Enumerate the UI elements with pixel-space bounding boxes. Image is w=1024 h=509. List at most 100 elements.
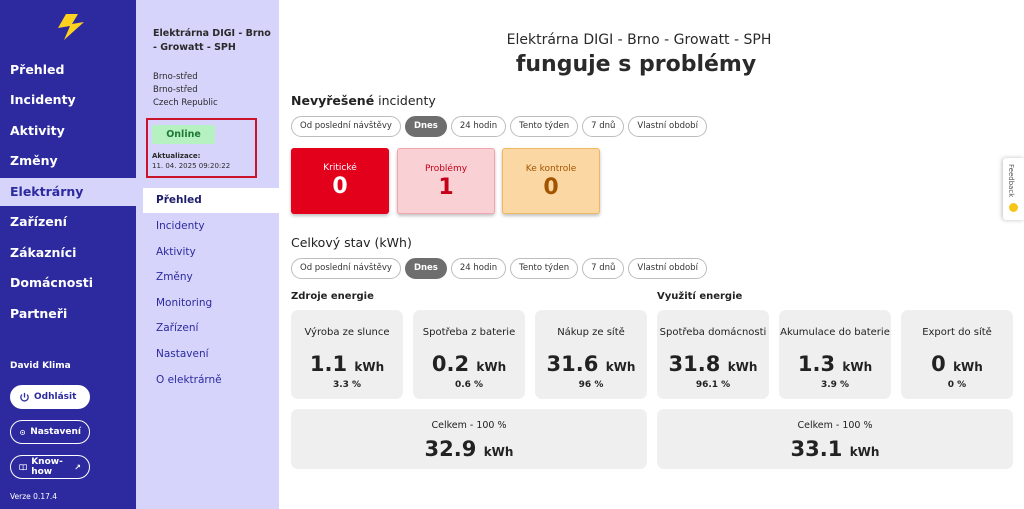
app-version: Verze 0.17.4 [10,492,58,501]
status-highlight-box [146,118,257,178]
incidents-title-rest: incidenty [374,93,436,108]
subnav-overview[interactable]: Přehled [143,188,279,213]
status-badge: Online [152,125,215,144]
settings-button[interactable]: Nastavení [10,420,90,444]
critical-count: 0 [332,174,348,199]
page-title: Elektrárna DIGI - Brno - Growatt - SPH [506,32,772,48]
incidents-filter-this-week[interactable]: Tento týden [510,116,579,137]
stat-unit: kWh [605,360,636,374]
main-content: Elektrárna DIGI - Brno - Growatt - SPH f… [279,0,1024,509]
gear-icon [20,429,26,435]
stat-percent: 3.9 % [820,380,850,390]
incidents-filter-24h[interactable]: 24 hodin [450,116,507,137]
logout-button[interactable]: Odhlásit [10,385,90,409]
subnav-changes[interactable]: Změny [156,271,193,283]
incidents-filter-7-days[interactable]: 7 dnů [582,116,625,137]
energy-filter-this-week[interactable]: Tento týden [510,258,579,279]
incident-card-review[interactable]: Ke kontrole 0 [502,148,600,214]
energy-usage-title: Využití energie [657,291,743,302]
incident-card-critical[interactable]: Kritické 0 [291,148,389,214]
review-label: Ke kontrole [525,164,577,174]
energy-filter-24h[interactable]: 24 hodin [450,258,507,279]
total-sources-value: 32.9 [424,437,477,461]
energy-sources-title: Zdroje energie [291,291,374,302]
total-sources-unit: kWh [483,445,514,459]
stat-unit: kWh [476,360,507,374]
subnav-devices[interactable]: Zařízení [156,322,199,334]
energy-filter-since-last-visit[interactable]: Od poslední návštěvy [291,258,401,279]
energy-section-title: Celkový stav (kWh) [291,235,412,250]
stat-card-battery-accumulation: Akumulace do baterie 1.3 kWh 3.9 % [779,310,891,399]
stat-percent: 0 % [947,380,967,390]
stat-card-grid-export: Export do sítě 0 kWh 0 % [901,310,1013,399]
feedback-label: Feedback [1007,164,1015,198]
lightning-logo-icon[interactable] [54,14,88,40]
stat-percent: 96.1 % [695,380,731,390]
power-icon [20,392,29,402]
stat-label: Spotřeba domácnosti [659,327,767,338]
subnav-activities[interactable]: Aktivity [156,246,196,258]
incident-card-problems[interactable]: Problémy 1 [397,148,495,214]
stat-label: Výroba ze slunce [304,327,390,338]
nav-item-households[interactable]: Domácnosti [10,275,94,290]
energy-filter-7-days[interactable]: 7 dnů [582,258,625,279]
plant-subnavigation: Elektrárna DIGI - Brno - Growatt - SPH B… [136,0,279,509]
stat-unit: kWh [953,360,983,374]
main-navigation: Přehled Incidenty Aktivity Změny Elektrá… [0,0,136,509]
subnav-settings[interactable]: Nastavení [156,348,209,360]
stat-value: 0 [931,352,946,376]
nav-item-devices[interactable]: Zařízení [10,214,67,229]
user-name: David Klima [10,361,71,371]
stat-percent: 0.6 % [454,380,484,390]
energy-period-filter: Od poslední návštěvy Dnes 24 hodin Tento… [291,258,707,279]
stat-value: 31.8 [668,352,721,376]
stat-label: Export do sítě [922,327,992,338]
stat-percent: 96 % [578,380,604,390]
stat-label: Akumulace do baterie [780,327,890,338]
energy-filter-custom[interactable]: Vlastní období [628,258,707,279]
book-icon [19,463,27,470]
incidents-filter-since-last-visit[interactable]: Od poslední návštěvy [291,116,401,137]
knowhow-button[interactable]: Know-how ↗ [10,455,90,479]
nav-item-plants[interactable]: Elektrárny [0,178,136,206]
total-sources-card: Celkem - 100 % 32.9 kWh [291,409,647,469]
problems-label: Problémy [424,164,468,174]
nav-item-incidents[interactable]: Incidenty [10,92,76,107]
incidents-filter-today[interactable]: Dnes [404,116,447,137]
nav-item-overview[interactable]: Přehled [10,62,65,77]
energy-filter-today[interactable]: Dnes [404,258,447,279]
critical-label: Kritické [323,163,357,173]
logout-label: Odhlásit [34,392,77,402]
stat-card-solar-production: Výroba ze slunce 1.1 kWh 3.3 % [291,310,403,399]
stat-percent: 3.3 % [332,380,362,390]
review-count: 0 [543,175,559,200]
nav-item-activities[interactable]: Aktivity [10,123,65,138]
total-usage-label: Celkem - 100 % [797,420,873,431]
plant-status-heading: funguje s problémy [515,52,757,77]
incidents-title-bold: Nevyřešené [291,93,375,108]
knowhow-label: Know-how [31,457,63,477]
stat-unit: kWh [727,360,758,374]
updated-label: Aktualizace: [152,152,201,160]
stat-value: 1.3 [797,352,836,376]
feedback-emoji-icon [1009,203,1018,212]
stat-card-grid-purchase: Nákup ze sítě 31.6 kWh 96 % [535,310,647,399]
incidents-filter-custom[interactable]: Vlastní období [628,116,707,137]
total-usage-unit: kWh [849,445,880,459]
settings-label: Nastavení [30,427,81,437]
subnav-monitoring[interactable]: Monitoring [156,297,213,309]
subnav-incidents[interactable]: Incidenty [156,220,205,232]
feedback-tab[interactable]: Feedback [1003,158,1024,220]
plant-name: Elektrárna DIGI - Brno - Growatt - SPH [153,28,271,53]
total-usage-value: 33.1 [790,437,843,461]
nav-item-customers[interactable]: Zákazníci [10,245,77,260]
subnav-about-plant[interactable]: O elektrárně [156,374,222,386]
plant-address-line1: Brno-střed [153,72,198,82]
nav-item-changes[interactable]: Změny [10,153,58,168]
nav-item-partners[interactable]: Partneři [10,306,68,321]
stat-value: 0.2 [431,352,470,376]
total-sources-label: Celkem - 100 % [431,420,507,431]
incidents-period-filter: Od poslední návštěvy Dnes 24 hodin Tento… [291,116,707,137]
plant-address-line3: Czech Republic [153,98,218,108]
stat-label: Spotřeba z baterie [422,327,516,338]
